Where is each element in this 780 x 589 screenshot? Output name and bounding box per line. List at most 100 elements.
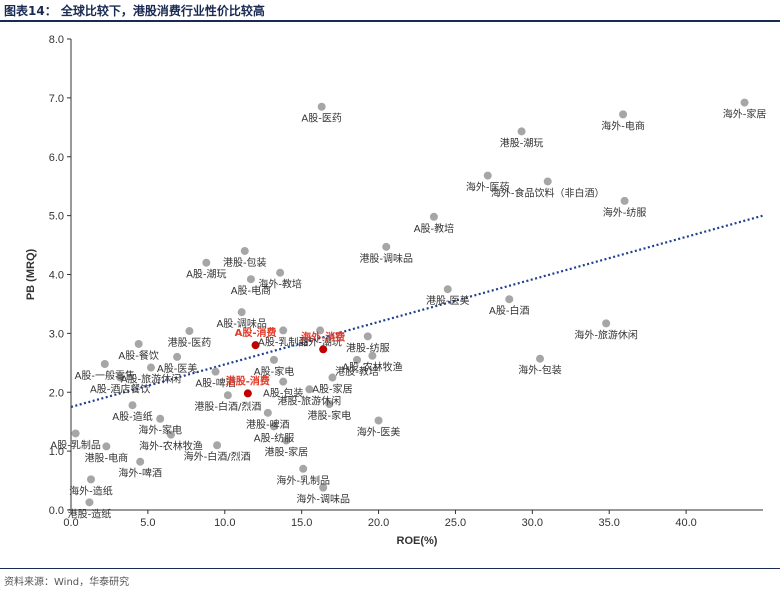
point-label: A股-餐饮: [118, 349, 158, 362]
data-point: [246, 275, 255, 284]
point-label: 海外-医药: [466, 181, 510, 194]
data-point: [269, 355, 278, 364]
point-label: 海外-调味品: [296, 493, 350, 506]
data-point: [299, 464, 308, 473]
data-point: [136, 457, 145, 466]
data-point: [353, 355, 362, 364]
data-point: [620, 196, 629, 205]
data-point: [305, 385, 314, 394]
point-label: 港股-潮玩: [500, 136, 544, 149]
y-tick-label: 7.0: [49, 93, 64, 105]
point-label: 港股-家居: [264, 446, 308, 459]
point-label: A股-酒店餐饮: [90, 383, 150, 396]
point-label: A股-乳制品: [258, 335, 308, 348]
point-label: 海外-医美: [357, 426, 401, 439]
y-tick-label: 0.0: [49, 505, 64, 517]
data-point: [166, 430, 175, 439]
highlight-label: 港股-消费: [226, 374, 270, 387]
data-point: [543, 177, 552, 186]
data-point: [240, 246, 249, 255]
point-label: 海外-农林牧渔: [139, 440, 203, 453]
data-point: [505, 295, 514, 304]
point-label: A股-调味品: [216, 318, 266, 330]
y-axis-label: PB (MRQ): [25, 249, 37, 301]
point-label: 港股-啤酒: [246, 419, 290, 431]
point-label: A股-纺服: [254, 431, 294, 444]
data-point: [146, 363, 155, 372]
y-tick-label: 4.0: [49, 270, 64, 282]
x-tick-label: 20.0: [368, 517, 389, 529]
data-point: [211, 367, 220, 376]
point-label: 港股-纺服: [346, 341, 390, 354]
data-point: [316, 326, 325, 335]
data-point: [363, 332, 372, 341]
highlight-label: A股-消费: [235, 326, 277, 339]
point-label: A股-旅游休闲: [121, 373, 181, 386]
data-point: [237, 308, 246, 317]
data-point: [328, 373, 337, 382]
axes: 0.0 1.0 2.0 3.0 4.0 5.0 6.0 7.0 8.0 0.0 5.0 10.0 15.…: [25, 34, 763, 547]
point-label: 海外-教培: [258, 278, 302, 291]
point-label: 港股-包装: [223, 256, 267, 269]
data-point: [71, 429, 80, 438]
point-label: 港股-旅游休闲: [278, 394, 342, 407]
data-point: [263, 408, 272, 417]
data-point: [279, 377, 288, 386]
data-point: [276, 268, 285, 277]
data-point: [368, 351, 377, 360]
data-point: [429, 212, 438, 221]
data-point: [443, 285, 452, 294]
point-label: A股-包装: [263, 387, 303, 400]
data-point: [382, 242, 391, 251]
y-tick-label: 1.0: [49, 446, 64, 458]
highlight-point: [251, 341, 260, 350]
y-tick-label: 5.0: [49, 211, 64, 223]
chart-title: 图表14： 全球比较下，港股消费行业性价比较高: [4, 4, 265, 18]
data-point: [134, 339, 143, 348]
point-label: A股-一般零售: [75, 369, 135, 382]
point-label: A股-啤酒: [195, 378, 235, 390]
x-tick-label: 0.0: [63, 517, 78, 529]
point-label: 海外-包装: [518, 364, 562, 377]
point-label: A股-家居: [312, 383, 352, 396]
data-point: [269, 422, 278, 431]
x-tick-label: 15.0: [291, 517, 312, 529]
data-point: [202, 258, 211, 267]
point-label: A股-医美: [157, 362, 197, 375]
data-point: [156, 414, 165, 423]
x-tick-label: 30.0: [522, 517, 543, 529]
data-point: [223, 391, 232, 400]
data-point: [602, 319, 611, 328]
data-point: [483, 171, 492, 180]
point-label: 海外-电商: [601, 119, 645, 132]
point-label: 港股-教培: [335, 365, 379, 378]
x-tick-label: 5.0: [140, 517, 155, 529]
y-tick-label: 8.0: [49, 34, 64, 46]
y-tick-label: 3.0: [49, 328, 64, 340]
data-point: [173, 352, 182, 361]
highlight-point: [319, 345, 328, 354]
x-tick-label: 10.0: [214, 517, 235, 529]
data-point: [213, 441, 222, 450]
point-label: 港股-医美: [426, 294, 470, 307]
x-tick-label: 35.0: [599, 517, 620, 529]
x-axis-label: ROE(%): [397, 535, 438, 547]
data-point: [185, 327, 194, 336]
point-label: A股-教培: [414, 222, 454, 235]
data-point: [619, 110, 628, 119]
points: [71, 98, 749, 507]
point-label: 海外-家居: [723, 108, 767, 121]
data-point: [374, 416, 383, 425]
data-point: [517, 127, 526, 136]
data-point: [100, 359, 109, 368]
point-label: A股-电商: [231, 284, 271, 297]
point-label: 海外-白酒/烈酒: [184, 450, 251, 463]
point-label: A股-乳制品: [50, 438, 100, 451]
data-point: [536, 354, 545, 363]
point-label: 海外-乳制品: [276, 474, 330, 487]
data-point: [279, 326, 288, 335]
point-label: 港股-家电: [308, 409, 352, 422]
point-label: 海外-食品饮料（非白酒）: [491, 186, 605, 199]
